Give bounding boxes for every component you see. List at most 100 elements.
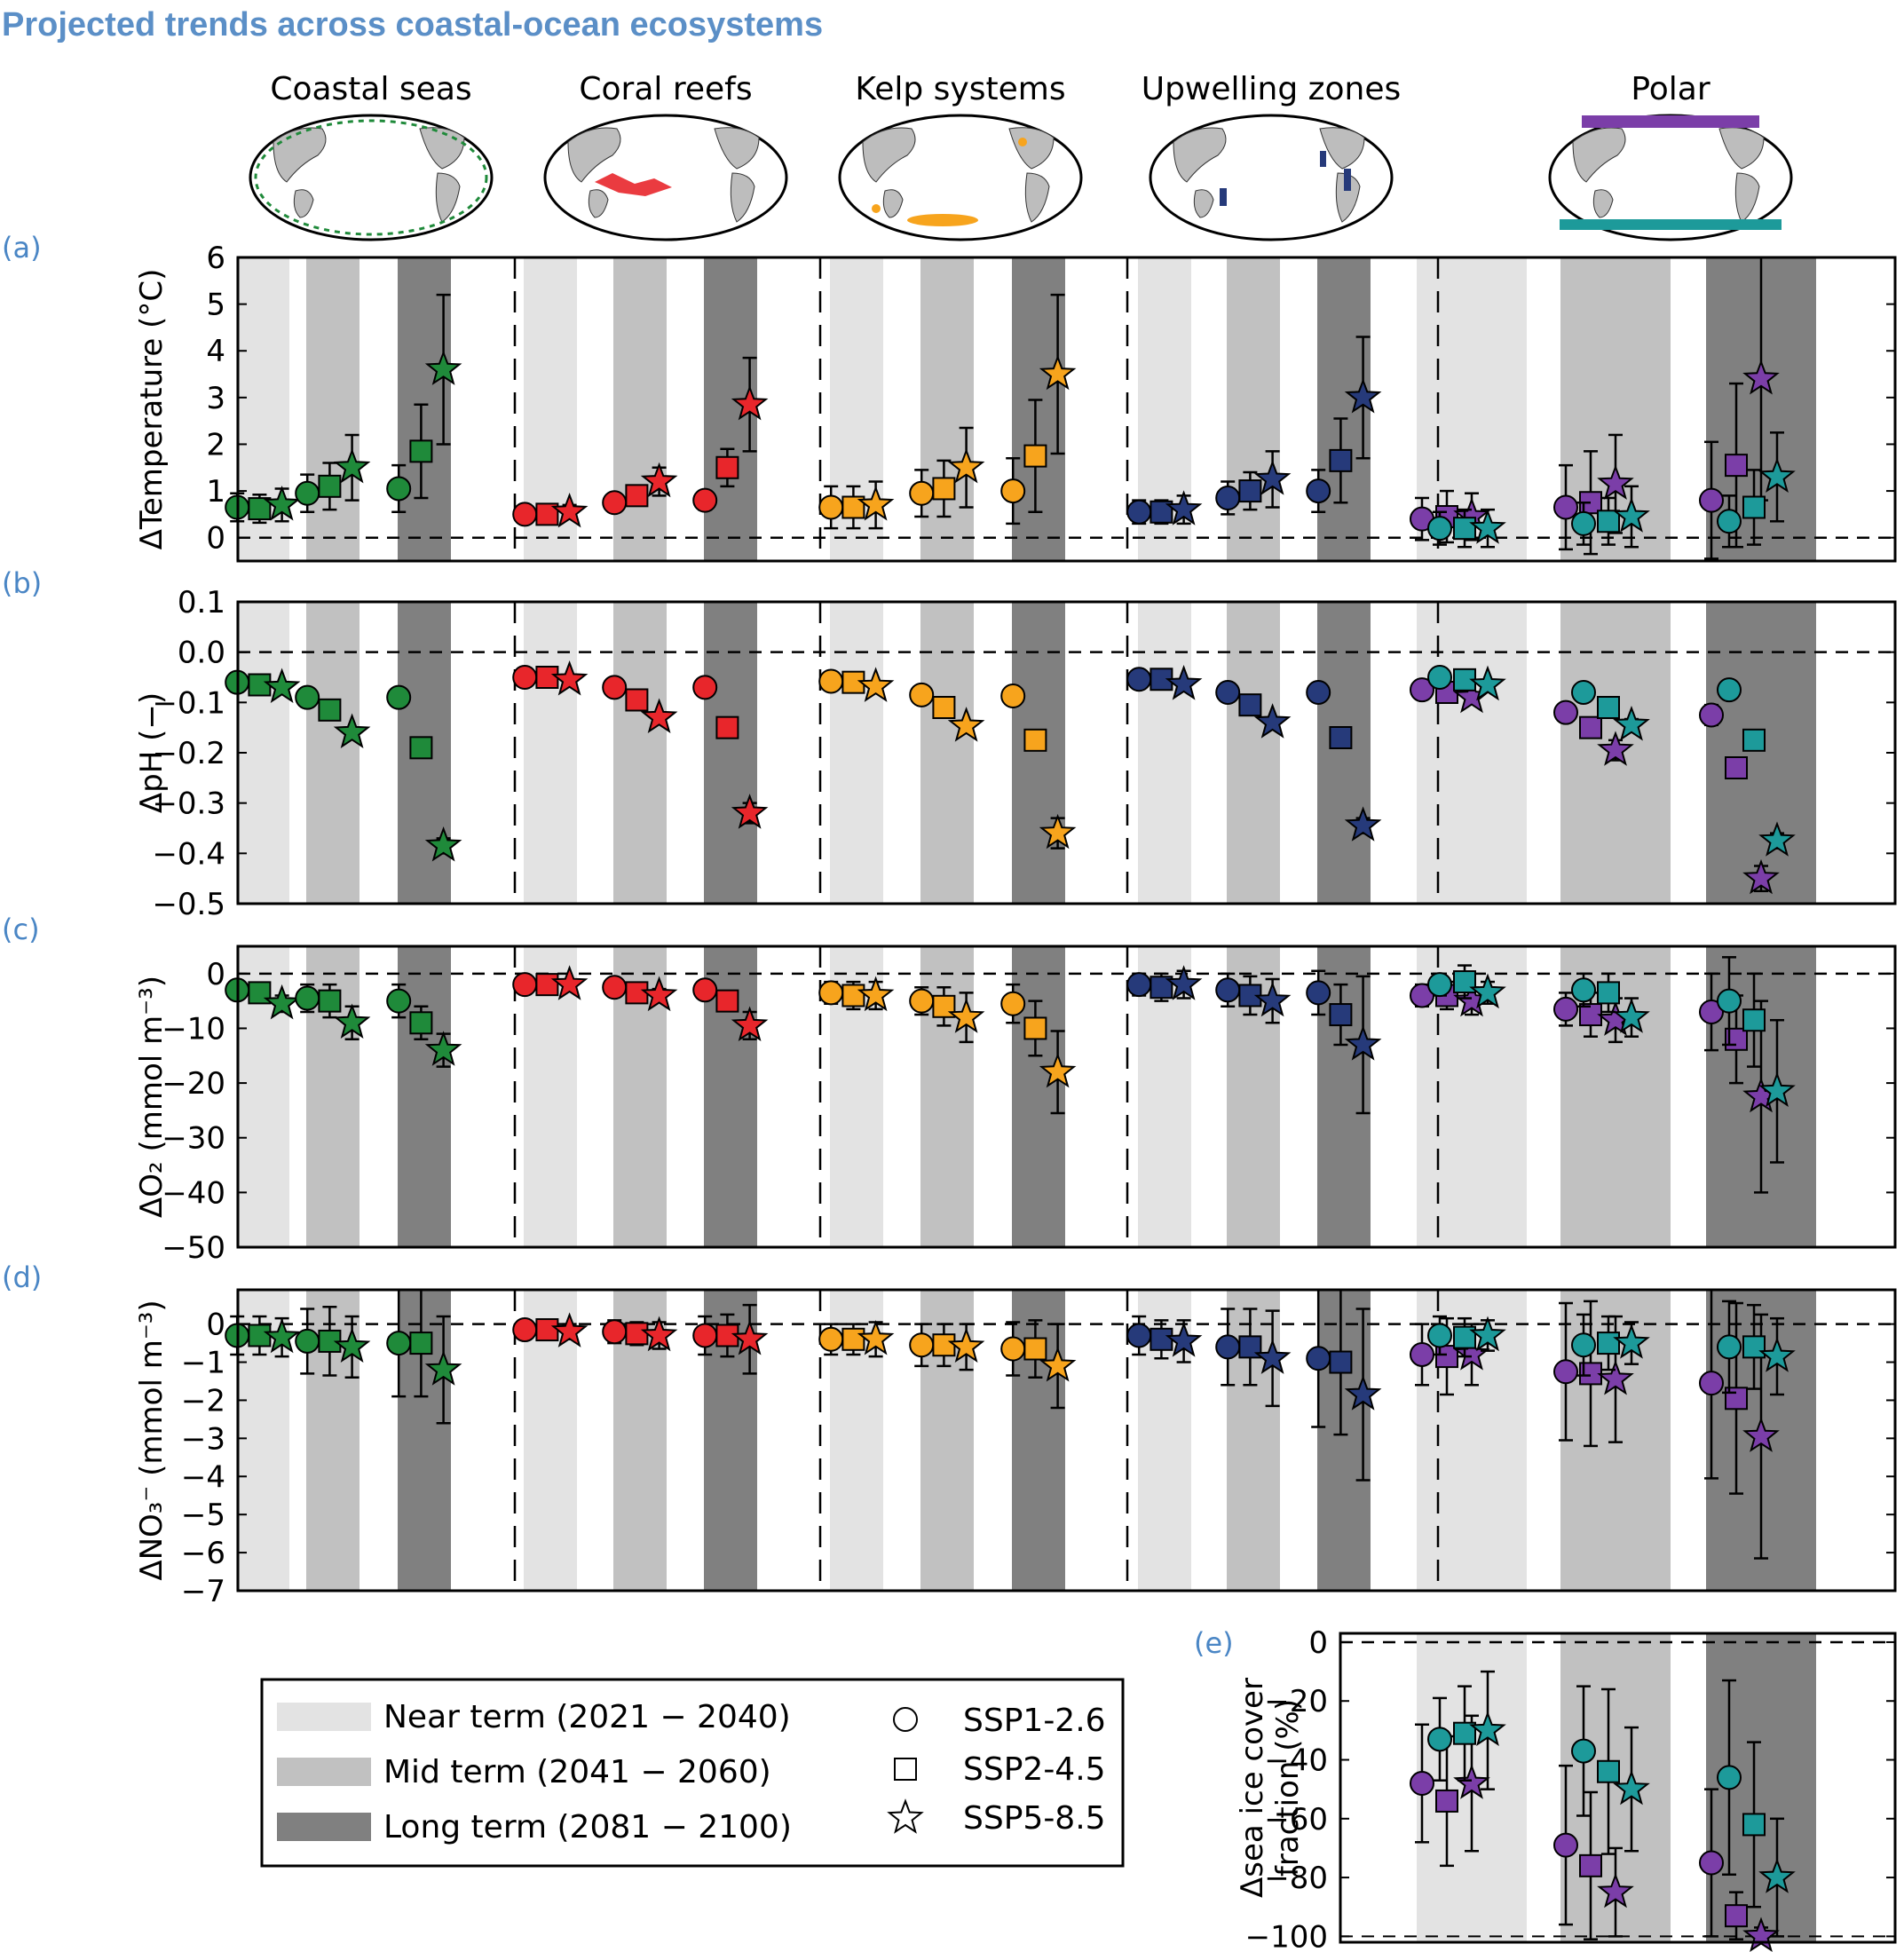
data-point (1597, 1872, 1634, 1909)
y-tick-label: −2 (181, 1383, 225, 1419)
figure-title: Projected trends across coastal-ocean ec… (2, 6, 823, 43)
data-point (1571, 1332, 1596, 1358)
data-point (1165, 490, 1203, 526)
map-highlight (1582, 115, 1759, 128)
data-point (1253, 1339, 1292, 1374)
data-point (1000, 683, 1026, 708)
data-point (1329, 1350, 1353, 1374)
data-point (602, 490, 628, 516)
y-tick-label: 6 (206, 241, 225, 276)
y-tick-label: −20 (1264, 1684, 1328, 1719)
landmass (1572, 127, 1626, 183)
landmass (435, 172, 461, 223)
y-tick-label: −50 (162, 1230, 225, 1266)
landmass (862, 127, 916, 183)
data-point (550, 1312, 589, 1347)
data-point (731, 1319, 769, 1355)
data-point (602, 975, 628, 1000)
data-point (625, 484, 649, 508)
data-point (1613, 497, 1650, 533)
ecosystem-labels: Coastal seas Coral reefs Kelp systems Up… (270, 71, 1710, 107)
data-point (1742, 359, 1780, 395)
data-point (1571, 977, 1596, 1003)
map-highlight (1220, 188, 1227, 206)
y-tick-label: −4 (181, 1459, 225, 1495)
data-point (535, 973, 559, 997)
data-point (1553, 996, 1578, 1022)
chart-panel: 0−1−2−3−4−5−6−7 ΔNO₃⁻ (mmol m⁻³) (134, 1288, 1897, 1609)
period-band (1417, 602, 1527, 904)
data-point (424, 826, 462, 862)
legend-swatch-mid (277, 1758, 371, 1786)
data-point (1742, 728, 1766, 752)
data-point (640, 1316, 678, 1352)
period-band (613, 602, 667, 904)
data-point (909, 988, 935, 1014)
data-point (248, 673, 272, 697)
data-point (857, 667, 895, 702)
period-band (920, 257, 974, 561)
data-point (295, 480, 320, 506)
data-point (1453, 1721, 1476, 1745)
landmass (1008, 127, 1055, 170)
data-point (1253, 460, 1292, 495)
data-point (692, 675, 718, 700)
y-axis-label: Δsea ice cover (1235, 1678, 1270, 1898)
data-point (715, 989, 739, 1013)
y-axis-label: ΔpH (−) (134, 692, 170, 813)
map-highlight (1344, 169, 1351, 191)
data-point (1306, 478, 1331, 504)
world-map-icon (838, 114, 1083, 241)
y-tick-label: −3 (181, 1421, 225, 1457)
data-point (550, 965, 589, 1000)
data-point (1469, 1316, 1506, 1352)
data-point (248, 1324, 272, 1347)
map-highlight (1320, 151, 1326, 167)
data-point (1435, 1789, 1458, 1813)
y-tick-label: −60 (1264, 1802, 1328, 1837)
data-point (1126, 667, 1152, 692)
y-tick-label: −6 (181, 1536, 225, 1571)
data-point (909, 682, 935, 707)
data-point (857, 1319, 895, 1355)
data-point (715, 715, 739, 739)
data-point (1306, 680, 1331, 705)
data-point (1453, 1335, 1490, 1371)
data-point (1613, 998, 1650, 1033)
data-point (1215, 977, 1241, 1003)
data-point (1742, 1335, 1766, 1359)
data-point (1571, 680, 1596, 705)
period-band (1317, 1290, 1371, 1591)
data-point (932, 477, 956, 501)
data-point (947, 998, 985, 1033)
y-tick-label: −1 (181, 1346, 225, 1381)
data-point (248, 497, 272, 521)
chart-panel: 0 −20 −40 −60 −80 −100 Δsea ice cover fraction … (1235, 1625, 1897, 1952)
data-point (1150, 1327, 1173, 1351)
data-point (947, 447, 985, 484)
y-axis-label: fraction (%) (1270, 1699, 1306, 1877)
data-point (932, 994, 956, 1018)
y-tick-label: 2 (206, 427, 225, 462)
data-point (1613, 705, 1650, 741)
data-point (1344, 377, 1382, 414)
data-point (333, 713, 371, 749)
data-point (1329, 726, 1353, 749)
data-point (1742, 1813, 1766, 1837)
y-tick-label: −20 (162, 1066, 225, 1102)
data-point (1717, 1334, 1742, 1360)
y-tick-label: 0 (206, 957, 225, 992)
data-point (512, 665, 538, 690)
world-map-icon (249, 114, 494, 241)
map-highlight (872, 204, 881, 213)
data-point (409, 439, 433, 463)
data-point (295, 684, 320, 710)
data-point (1469, 509, 1506, 544)
data-point (1039, 354, 1077, 391)
data-point (1427, 972, 1452, 998)
y-tick-label: −10 (162, 1011, 225, 1047)
data-point (1613, 1769, 1650, 1806)
data-point (1023, 1337, 1047, 1361)
data-point (1344, 1375, 1382, 1411)
ecosystem-maps (249, 114, 1793, 241)
